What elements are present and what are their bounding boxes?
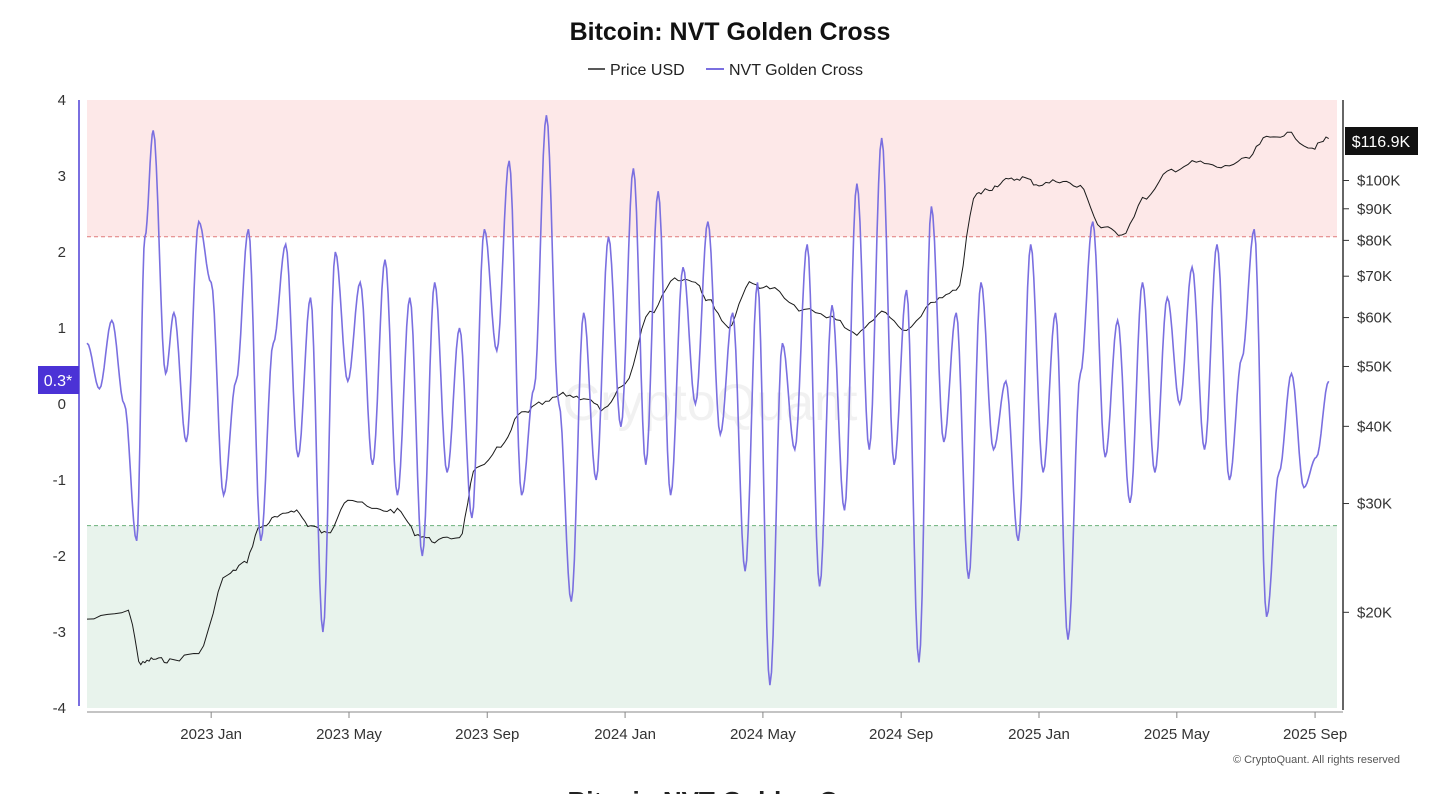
left-tick-label: -3	[53, 624, 66, 641]
x-tick-label: 2023 May	[316, 726, 382, 743]
svg-text:$116.9K: $116.9K	[1352, 134, 1411, 151]
x-tick-label: 2024 Jan	[594, 726, 656, 743]
chart-title: Bitcoin: NVT Golden Cross	[570, 18, 891, 46]
caption-partial: Bitcoin NVT Golden Cross	[567, 786, 892, 794]
right-axis-ticks: $100K $90K $80K $70K $60K $50K $40K $30K $20K	[1343, 173, 1400, 621]
legend-price-label: Price USD	[610, 62, 685, 79]
left-axis-ticks: 4 3 2 1 0 -1 -2 -3 -4	[53, 92, 66, 717]
copyright: © CryptoQuant. All rights reserved	[1233, 754, 1400, 766]
right-tick-label: $50K	[1357, 358, 1392, 375]
undervalued-band	[87, 525, 1337, 708]
nvt-golden-cross-line	[86, 115, 1330, 686]
left-tick-label: 2	[58, 244, 66, 261]
current-nvt-badge: 0.3*	[38, 366, 79, 394]
right-tick-label: $30K	[1357, 496, 1392, 513]
left-tick-label: 4	[58, 92, 66, 109]
current-price-badge: $116.9K	[1345, 127, 1418, 155]
left-tick-label: 0	[58, 396, 66, 413]
right-tick-label: $60K	[1357, 310, 1392, 327]
x-tick-label: 2025 Sep	[1283, 726, 1347, 743]
right-tick-label: $20K	[1357, 604, 1392, 621]
x-tick-label: 2025 Jan	[1008, 726, 1070, 743]
right-tick-label: $40K	[1357, 418, 1392, 435]
svg-text:0.3*: 0.3*	[44, 373, 72, 390]
left-tick-label: 3	[58, 168, 66, 185]
price-usd-line	[86, 131, 1329, 666]
left-tick-label: 1	[58, 320, 66, 337]
left-tick-label: -4	[53, 700, 66, 717]
x-tick-label: 2024 May	[730, 726, 796, 743]
legend-nvt-label: NVT Golden Cross	[729, 62, 863, 79]
legend[interactable]: Price USD NVT Golden Cross	[588, 62, 863, 79]
x-tick-label: 2025 May	[1144, 726, 1210, 743]
right-tick-label: $70K	[1357, 268, 1392, 285]
right-tick-label: $80K	[1357, 232, 1392, 249]
x-tick-label: 2023 Jan	[180, 726, 242, 743]
x-tick-label: 2023 Sep	[455, 726, 519, 743]
right-tick-label: $100K	[1357, 173, 1400, 190]
watermark: CryptoQuant	[563, 374, 858, 432]
right-tick-label: $90K	[1357, 201, 1392, 218]
x-tick-label: 2024 Sep	[869, 726, 933, 743]
left-tick-label: -2	[53, 548, 66, 565]
x-axis-ticks: 2023 Jan 2023 May 2023 Sep 2024 Jan 2024 May…	[180, 712, 1347, 743]
overheated-band	[87, 100, 1337, 237]
left-tick-label: -1	[53, 472, 66, 489]
